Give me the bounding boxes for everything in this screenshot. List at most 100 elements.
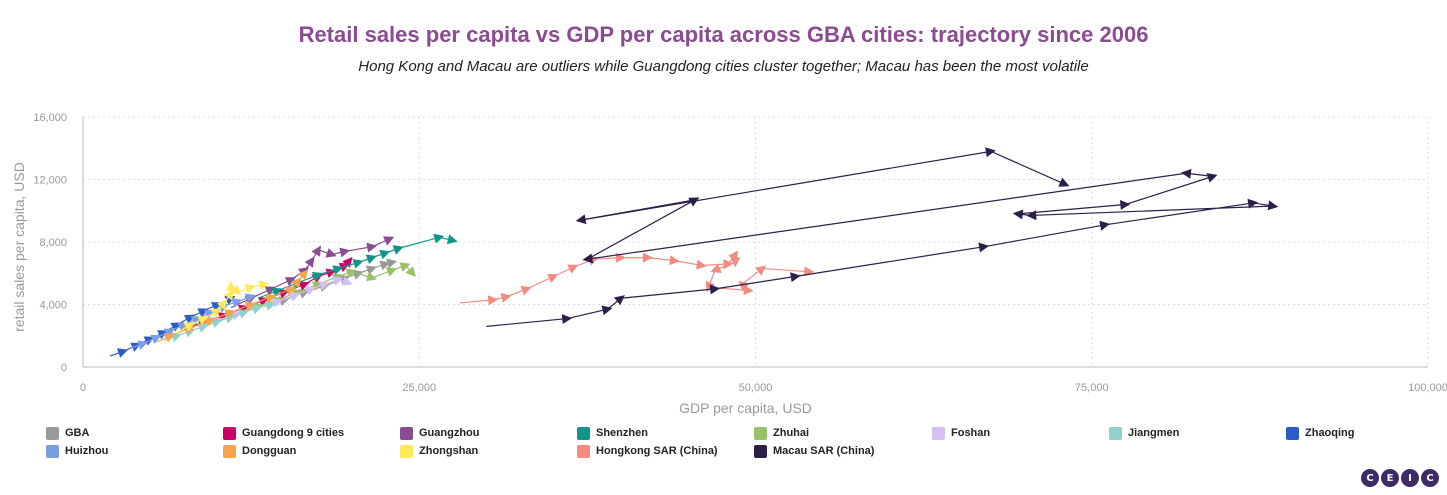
data-point [567, 264, 579, 274]
y-tick-label: 12,000 [33, 175, 67, 187]
legend-item[interactable]: Zhaoqing [1286, 424, 1355, 442]
data-point [1058, 177, 1070, 187]
data-point [730, 257, 741, 268]
data-point [755, 265, 767, 276]
series-zhongshan [176, 280, 270, 334]
data-point [297, 269, 309, 281]
legend-item[interactable]: Dongguan [223, 442, 296, 460]
legend-item[interactable]: Zhongshan [400, 442, 478, 460]
x-tick-label: 25,000 [402, 382, 436, 394]
legend-swatch [754, 444, 767, 458]
legend-label: Foshan [951, 427, 991, 439]
data-point [298, 281, 310, 291]
data-point [251, 304, 263, 314]
legend-item[interactable]: Guangzhou [400, 424, 480, 442]
legend-swatch [46, 426, 59, 440]
data-point [1012, 209, 1024, 220]
legend-item[interactable]: Zhuhai [754, 424, 809, 442]
series-zhaoqing [109, 295, 236, 358]
series-group [109, 147, 1279, 358]
legend-item[interactable]: Guangdong 9 cities [223, 424, 344, 442]
data-point [399, 262, 411, 272]
logo-letter: C [1361, 469, 1379, 487]
legend-swatch [1286, 426, 1299, 440]
data-point [339, 247, 351, 258]
legend-item[interactable]: Huizhou [46, 442, 108, 460]
y-tick-label: 16,000 [33, 112, 67, 124]
legend-swatch [46, 444, 59, 458]
chart-subtitle: Hong Kong and Macau are outliers while G… [358, 58, 1089, 75]
data-point [978, 242, 990, 253]
legend-item[interactable]: Shenzhen [577, 424, 648, 442]
x-tick-label: 100,000 [1408, 382, 1447, 394]
data-point [311, 245, 321, 257]
data-point [547, 273, 559, 284]
data-point [669, 255, 680, 266]
legend-swatch [577, 444, 590, 458]
data-point [305, 286, 317, 296]
series-line [129, 296, 252, 349]
series-line [459, 252, 810, 304]
legend-item[interactable]: Hongkong SAR (China) [577, 442, 718, 460]
data-point [318, 281, 330, 291]
series-line [230, 238, 390, 309]
data-point [790, 272, 801, 283]
legend-label: Zhongshan [419, 445, 479, 457]
data-point [116, 348, 129, 358]
legend-swatch [400, 426, 413, 440]
data-point [366, 242, 378, 253]
legend-label: Dongguan [242, 445, 297, 457]
data-point [244, 293, 256, 304]
x-axis-title: GDP per capita, USD [679, 400, 812, 416]
data-point [613, 295, 625, 306]
data-point [1180, 168, 1192, 179]
data-point [183, 322, 195, 332]
data-point [738, 280, 750, 292]
data-point [615, 252, 626, 263]
data-point [1206, 173, 1218, 183]
data-point [575, 214, 587, 225]
data-point [150, 334, 162, 344]
data-point [258, 280, 270, 291]
data-point [244, 301, 256, 311]
data-point [383, 236, 395, 246]
data-point [304, 256, 315, 268]
data-point [985, 147, 996, 158]
data-point [723, 259, 734, 270]
series-line [486, 150, 1274, 327]
y-tick-label: 8,000 [39, 237, 67, 249]
legend-swatch [754, 426, 767, 440]
legend-label: Guangzhou [419, 427, 480, 439]
data-point [365, 271, 377, 282]
data-point [446, 234, 458, 245]
x-tick-label: 75,000 [1075, 382, 1109, 394]
data-point [405, 266, 416, 278]
data-point [386, 258, 398, 269]
data-point [271, 298, 283, 308]
data-point [520, 286, 532, 296]
chart-title: Retail sales per capita vs GDP per capit… [298, 22, 1149, 47]
data-point [582, 253, 594, 264]
data-point [311, 271, 324, 282]
legend-swatch [223, 426, 236, 440]
gridlines [82, 116, 1429, 368]
data-point [433, 233, 445, 244]
data-point [1119, 199, 1131, 210]
legend-item[interactable]: Jiangmen [1109, 424, 1179, 442]
legend-swatch [1109, 426, 1122, 440]
logo-letter: E [1381, 469, 1399, 487]
data-point [265, 300, 277, 311]
data-point [803, 266, 815, 277]
legend-item[interactable]: Foshan [932, 424, 990, 442]
data-point [1026, 210, 1037, 221]
legend-item[interactable]: GBA [46, 424, 89, 442]
data-point [688, 197, 700, 207]
series-line [176, 283, 265, 334]
legend-item[interactable]: Macau SAR (China) [754, 442, 874, 460]
y-axis-title: retail sales per capita, USD [11, 162, 27, 332]
data-point [278, 289, 290, 299]
data-point [238, 309, 250, 319]
scatter-chart: 0 4,000 8,000 12,000 16,000 0 25,000 50,000 75,0… [11, 112, 1447, 416]
data-point [210, 308, 222, 318]
